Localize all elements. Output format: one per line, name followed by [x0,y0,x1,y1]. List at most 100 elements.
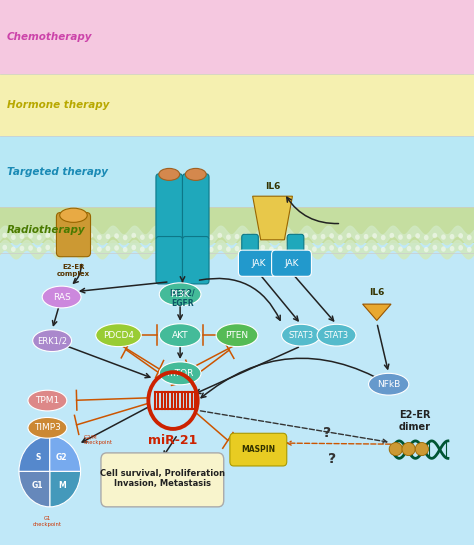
Ellipse shape [159,362,201,385]
Circle shape [260,245,265,250]
Text: STAT3: STAT3 [288,331,314,340]
Circle shape [28,233,33,239]
Bar [0,243,474,545]
Circle shape [200,245,205,251]
Circle shape [123,235,128,240]
Circle shape [46,233,50,238]
Circle shape [200,233,205,239]
Circle shape [114,245,119,251]
Circle shape [278,234,283,239]
Circle shape [450,246,455,251]
Ellipse shape [60,208,87,222]
Circle shape [372,245,377,251]
Ellipse shape [159,168,180,180]
FancyBboxPatch shape [56,213,91,257]
Text: PDCD4: PDCD4 [103,331,134,340]
Circle shape [338,247,343,252]
Circle shape [183,234,188,240]
Circle shape [46,245,50,250]
Circle shape [381,235,386,240]
Text: IL6: IL6 [369,288,384,297]
Circle shape [209,247,214,252]
Circle shape [183,246,188,252]
Wedge shape [50,436,81,471]
Circle shape [2,245,7,250]
Circle shape [364,246,368,251]
Ellipse shape [317,324,356,346]
Ellipse shape [185,168,206,180]
Circle shape [218,245,222,250]
Circle shape [174,245,179,250]
Text: TPM1: TPM1 [35,396,60,405]
FancyBboxPatch shape [101,453,224,507]
Circle shape [432,233,437,238]
Circle shape [286,245,291,251]
Text: HER2/
EGFR: HER2/ EGFR [170,289,195,308]
FancyBboxPatch shape [238,250,278,276]
Circle shape [295,235,300,240]
Text: RAS: RAS [53,293,71,301]
Circle shape [191,246,196,251]
Circle shape [235,246,239,251]
Text: JAK: JAK [284,259,299,268]
Circle shape [252,247,256,252]
Circle shape [467,247,472,252]
Circle shape [97,246,102,252]
Circle shape [441,246,446,252]
Circle shape [28,245,33,251]
Circle shape [441,234,446,240]
FancyBboxPatch shape [242,234,258,275]
Text: E2-ER
dimer: E2-ER dimer [399,410,431,432]
Circle shape [209,235,214,240]
Ellipse shape [389,443,402,456]
Circle shape [346,233,351,238]
Polygon shape [253,196,292,240]
Circle shape [149,234,154,239]
Circle shape [131,245,136,250]
Text: AKT: AKT [172,331,189,340]
Circle shape [106,246,110,251]
Polygon shape [363,304,391,320]
Circle shape [252,235,256,240]
Circle shape [166,235,171,240]
Text: S: S [35,453,40,462]
Circle shape [2,233,7,238]
FancyBboxPatch shape [182,237,209,284]
Text: mTOR: mTOR [166,369,194,378]
Text: ?: ? [328,452,336,466]
Text: G2/M
checkpoint: G2/M checkpoint [84,434,113,445]
Circle shape [295,247,300,252]
FancyBboxPatch shape [156,174,182,240]
Circle shape [338,235,343,240]
Circle shape [424,235,428,240]
Text: G2: G2 [56,453,68,462]
Circle shape [123,247,128,252]
Circle shape [407,234,411,239]
Bar [0,207,474,253]
Text: Cell survival, Proliferation
Invasion, Metastasis: Cell survival, Proliferation Invasion, M… [100,469,225,488]
Circle shape [450,234,455,239]
Text: PI3K: PI3K [170,290,190,299]
Circle shape [157,233,162,239]
Circle shape [243,233,248,239]
Circle shape [398,246,403,252]
Circle shape [218,233,222,238]
Ellipse shape [282,324,320,346]
Circle shape [140,246,145,252]
Circle shape [235,234,239,239]
Circle shape [149,246,154,251]
Circle shape [415,245,420,251]
Circle shape [71,233,76,239]
Circle shape [407,246,411,251]
Circle shape [355,246,360,252]
Circle shape [372,233,377,239]
Ellipse shape [216,324,258,347]
Circle shape [71,245,76,251]
Circle shape [415,233,420,239]
Text: JAK: JAK [251,259,265,268]
Circle shape [191,234,196,239]
Circle shape [80,247,84,252]
Circle shape [312,234,317,240]
Circle shape [157,245,162,251]
Circle shape [106,234,110,239]
